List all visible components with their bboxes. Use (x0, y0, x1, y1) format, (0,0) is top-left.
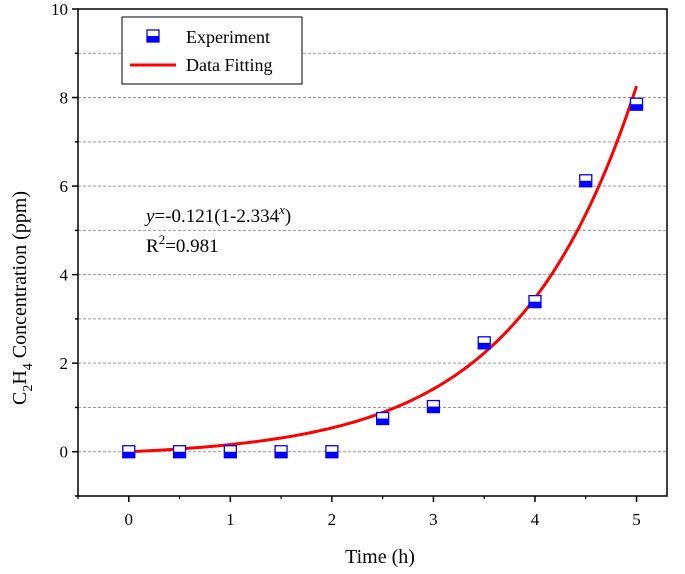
x-tick-label: 1 (226, 510, 235, 529)
y-label-sub-4: 4 (21, 363, 36, 370)
data-point (325, 445, 339, 459)
marker-layer (122, 97, 644, 459)
y-tick-label: 6 (60, 177, 69, 196)
y-tick-label: 4 (60, 266, 69, 285)
r-squared-sup: 2 (159, 232, 166, 247)
data-point (122, 445, 136, 459)
data-point (629, 97, 644, 111)
y-axis-label: C2H4 Concentration (ppm) (9, 191, 36, 405)
data-point (477, 336, 491, 350)
x-tick-label: 5 (632, 510, 641, 529)
x-axis-label: Time (h) (345, 546, 415, 568)
r-squared-value: =0.981 (165, 236, 218, 257)
fit-curve-layer (128, 85, 638, 454)
data-point (528, 294, 542, 309)
x-tick-label: 0 (125, 510, 134, 529)
plot-frame (77, 8, 668, 497)
data-point (274, 445, 288, 459)
r-squared-text: R2=0.981 (146, 232, 219, 257)
x-tick-label: 2 (328, 510, 337, 529)
legend-label-experiment: Experiment (186, 27, 270, 47)
data-point (376, 411, 390, 426)
equation-variable: y (144, 206, 155, 227)
y-label-rest: Concentration (ppm) (9, 191, 31, 363)
y-tick-label: 10 (51, 0, 68, 19)
data-point (223, 445, 237, 459)
x-tick-label: 3 (429, 510, 438, 529)
fit-annotation: y=-0.121(1-2.334x) R2=0.981 (144, 202, 291, 257)
legend-marker-icon (146, 29, 160, 43)
y-label-c: C (9, 392, 31, 405)
fit-curve (128, 85, 638, 454)
equation-text: y=-0.121(1-2.334x) (144, 202, 291, 227)
y-label-sub-2: 2 (21, 385, 36, 392)
data-point (172, 445, 187, 459)
legend: Experiment Data Fitting (121, 16, 303, 85)
y-axis: 0 2 4 6 8 10 (51, 0, 78, 497)
y-label-h: H (9, 370, 31, 384)
y-tick-label: 0 (60, 443, 69, 462)
equation-exponent: x (278, 202, 285, 217)
data-point (426, 399, 441, 414)
y-tick-label: 8 (60, 89, 69, 108)
equation-body: =-0.121(1-2.334 (154, 206, 279, 227)
r-squared-label: R (146, 236, 159, 257)
y-tick-label: 2 (60, 354, 69, 373)
legend-label-data-fitting: Data Fitting (186, 55, 273, 75)
grid (78, 52, 667, 453)
x-axis: 0 1 2 3 4 5 (77, 496, 641, 529)
legend-box (121, 16, 303, 85)
x-tick-label: 4 (531, 510, 540, 529)
data-point (579, 174, 593, 188)
equation-close: ) (285, 206, 291, 227)
